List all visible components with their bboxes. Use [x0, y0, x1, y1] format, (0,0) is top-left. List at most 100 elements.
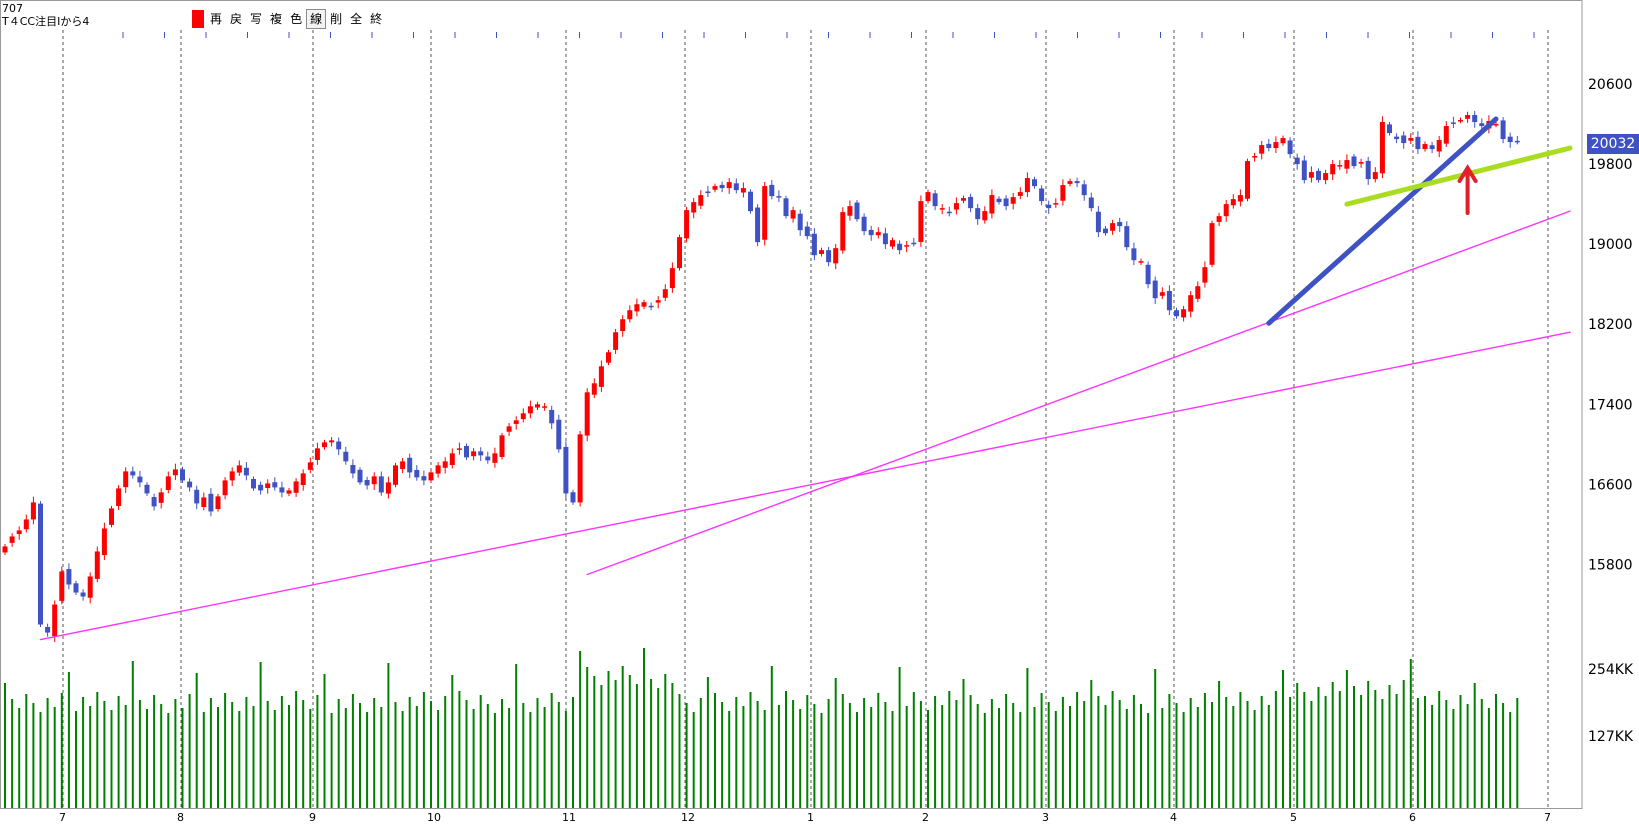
candle-body: [1379, 122, 1385, 174]
volume-bar: [1040, 693, 1043, 808]
candle-body: [1443, 126, 1449, 144]
instrument-name: T４CC注目Iから4: [2, 15, 90, 28]
volume-bar: [721, 702, 724, 808]
volume-bar: [1495, 694, 1497, 808]
candle-body: [265, 483, 271, 489]
candle-body: [712, 186, 718, 190]
volume-bar: [1161, 708, 1164, 808]
candle-body: [1181, 309, 1187, 318]
candle-body: [1110, 223, 1116, 231]
candle-body: [875, 232, 881, 236]
candle-body: [1024, 178, 1030, 193]
volume-bar: [131, 661, 134, 808]
candle-body: [1507, 136, 1513, 143]
volume-bar: [167, 713, 170, 808]
color-button[interactable]: 色: [290, 12, 303, 26]
volume-bar: [89, 706, 92, 808]
candle-body: [691, 202, 697, 213]
volume-bar: [799, 709, 802, 808]
volume-bar: [323, 674, 326, 808]
candle-body: [776, 196, 782, 198]
volume-bar: [763, 710, 766, 808]
volume-bar: [522, 703, 525, 808]
volume-bar: [1253, 710, 1256, 808]
duplicate-button[interactable]: 複: [270, 12, 283, 26]
volume-bar: [742, 706, 745, 808]
x-tick-9: 9: [309, 811, 316, 824]
volume-bar: [1466, 704, 1469, 808]
copy-button[interactable]: 写: [250, 12, 263, 26]
candle-body: [1252, 156, 1258, 158]
volume-bar: [1246, 701, 1249, 808]
candle-body: [222, 480, 228, 496]
volume-bar: [1289, 697, 1292, 808]
volume-bar: [174, 699, 177, 808]
candle-body: [982, 211, 988, 221]
x-tick-4: 4: [1170, 811, 1177, 824]
x-tick-11: 11: [562, 811, 576, 824]
redraw-button[interactable]: 再: [210, 12, 223, 26]
candle-body: [336, 441, 342, 450]
exit-button[interactable]: 終: [370, 12, 383, 26]
lime-trend-line: [1344, 145, 1573, 207]
candle-body: [1095, 211, 1101, 233]
candle-body: [9, 536, 15, 543]
volume-bar: [25, 694, 28, 808]
candle-body: [1472, 115, 1478, 123]
volume-bar: [32, 703, 35, 808]
volume-bar: [1516, 698, 1519, 808]
pink-trend-line: [39, 331, 1571, 641]
volume-bar: [898, 667, 901, 808]
volume-bar: [1317, 687, 1320, 808]
volume-bar: [444, 696, 447, 808]
candle-body: [1124, 226, 1130, 248]
volume-bar: [39, 712, 42, 808]
volume-bar: [983, 713, 986, 808]
candle-body: [797, 213, 803, 231]
candle-body: [1351, 156, 1357, 167]
candle-body: [733, 183, 739, 191]
candle-body: [996, 198, 1002, 203]
price-tick-17400: 17400: [1588, 397, 1633, 413]
volume-bar: [1061, 697, 1064, 808]
volume-bar: [529, 712, 532, 808]
candle-body: [1330, 164, 1336, 175]
volume-bar: [1211, 702, 1213, 808]
x-tick-6: 6: [1409, 811, 1416, 824]
candle-body: [16, 530, 22, 535]
volume-bar: [1353, 686, 1355, 808]
candle-body: [819, 250, 824, 254]
volume-bar: [1360, 695, 1363, 808]
volume-bar: [848, 703, 851, 808]
volume-bar: [266, 701, 269, 808]
delete-button[interactable]: 削: [330, 12, 343, 26]
back-button[interactable]: 戻: [230, 12, 243, 26]
volume-bar: [1473, 683, 1476, 808]
candle-body: [400, 461, 406, 469]
volume-bar: [948, 691, 951, 808]
color-swatch[interactable]: [192, 10, 204, 28]
volume-bar: [586, 667, 589, 808]
candle-body: [1500, 120, 1506, 140]
volume-bar: [224, 693, 227, 808]
candle-body: [1117, 221, 1123, 227]
candle-body: [158, 492, 164, 503]
candle-body: [414, 469, 420, 478]
candle-body: [1344, 160, 1350, 169]
volume-bar: [103, 701, 106, 808]
price-tick-19800: 19800: [1588, 157, 1633, 173]
volume-bar: [465, 700, 468, 808]
candle-body: [946, 211, 952, 214]
clear-all-button[interactable]: 全: [350, 12, 363, 26]
volume-bar: [543, 707, 546, 808]
candle-body: [123, 471, 129, 488]
candle-body: [357, 469, 363, 483]
volume-bar: [827, 699, 830, 808]
candle-body: [1074, 181, 1080, 184]
line-tool-button[interactable]: 線: [306, 9, 327, 29]
candle-body: [1422, 144, 1428, 150]
volume-bar: [536, 698, 539, 808]
candle-body: [343, 451, 349, 462]
